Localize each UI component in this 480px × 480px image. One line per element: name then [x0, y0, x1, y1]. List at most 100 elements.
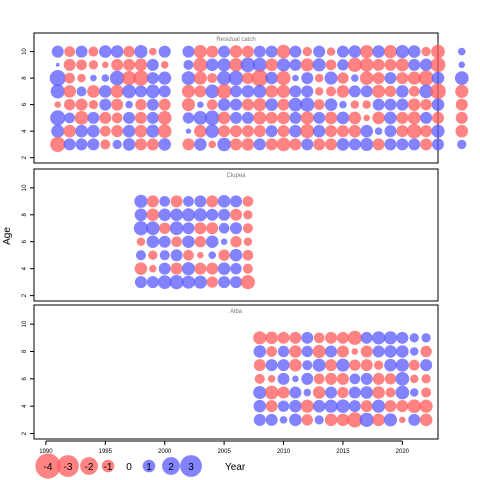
bubble — [408, 359, 420, 371]
bubble — [75, 138, 88, 151]
bubble — [419, 58, 433, 72]
legend-label: -2 — [85, 462, 94, 473]
bubble — [324, 399, 338, 413]
bubble — [194, 124, 207, 138]
y-tick-label: 2 — [22, 155, 28, 159]
bubble — [431, 71, 445, 85]
bubble — [193, 208, 207, 222]
bubble — [63, 138, 76, 151]
bubble — [218, 45, 231, 58]
bubble — [206, 45, 219, 58]
bubble — [157, 275, 172, 289]
bubble — [300, 58, 314, 72]
bubble — [289, 124, 302, 138]
y-tick-label: 6 — [22, 239, 28, 243]
bubble — [384, 72, 397, 85]
bubble — [206, 208, 219, 221]
bubble — [312, 124, 326, 138]
bubble — [277, 400, 290, 412]
bubble — [372, 45, 385, 58]
bubble — [88, 99, 99, 110]
bubble — [205, 235, 219, 249]
bubble — [292, 74, 299, 82]
bubble — [194, 138, 207, 151]
bubble — [111, 98, 124, 111]
bubble — [339, 100, 347, 109]
bubble — [289, 399, 302, 413]
bubble — [134, 111, 147, 124]
bubble — [421, 333, 431, 343]
bubble — [181, 262, 196, 276]
bubble — [88, 60, 99, 70]
bubble — [431, 98, 445, 111]
bubble — [457, 139, 467, 150]
bubble — [396, 400, 409, 413]
y-tick-label: 4 — [22, 404, 28, 408]
bubble — [277, 98, 290, 111]
bubble — [122, 138, 136, 151]
bubble — [230, 222, 242, 235]
bubble — [252, 57, 267, 72]
bubble — [136, 237, 146, 246]
bubble — [253, 138, 266, 151]
bubble — [207, 73, 218, 84]
bubble — [51, 124, 65, 138]
bubble — [420, 98, 432, 111]
bubble — [420, 359, 433, 372]
bubble — [336, 85, 350, 98]
bubble — [159, 195, 171, 207]
bubble — [314, 87, 324, 96]
bubble — [241, 45, 254, 58]
y-tick-label: 2 — [22, 431, 28, 435]
bubble — [240, 57, 256, 73]
legend-label: 1 — [146, 462, 152, 473]
bubble — [253, 399, 267, 413]
bubble — [360, 331, 373, 344]
bubble — [194, 262, 207, 275]
bubble — [146, 72, 159, 85]
bubble — [301, 72, 314, 85]
bubble — [372, 331, 386, 345]
bubble — [76, 59, 87, 71]
bubble — [300, 124, 315, 139]
bubble — [348, 400, 361, 413]
bubble — [326, 86, 337, 97]
bubble — [206, 195, 219, 208]
legend-bubble — [142, 459, 156, 473]
bubble — [181, 98, 196, 112]
bubble — [134, 45, 148, 59]
bubble — [348, 85, 361, 98]
bubble — [122, 124, 136, 138]
bubble — [313, 99, 325, 111]
bubble — [289, 45, 302, 58]
bubble — [289, 85, 302, 98]
bubble — [253, 359, 266, 372]
bubble — [182, 138, 195, 151]
bubble — [372, 372, 385, 385]
bubble — [111, 125, 124, 138]
bubble — [183, 249, 194, 261]
bubble — [324, 71, 338, 85]
bubble — [360, 137, 374, 151]
bubble — [229, 45, 243, 58]
bubble — [431, 124, 445, 138]
bubble — [75, 98, 88, 111]
bubble — [193, 45, 207, 59]
bubble — [181, 84, 196, 98]
bubble — [289, 331, 302, 344]
bubble — [289, 413, 302, 427]
bubble — [265, 331, 278, 345]
bubble — [242, 263, 253, 274]
bubble — [300, 97, 315, 112]
bubble — [63, 58, 76, 71]
bubble — [160, 61, 169, 69]
bubble — [265, 85, 278, 98]
bubble — [360, 124, 373, 138]
bubble — [218, 276, 231, 289]
y-tick-label: 6 — [22, 102, 28, 106]
bubble — [396, 125, 409, 138]
panel-frame — [33, 304, 439, 440]
bubble — [149, 264, 157, 273]
bubble — [395, 371, 410, 386]
bubble — [396, 111, 409, 124]
